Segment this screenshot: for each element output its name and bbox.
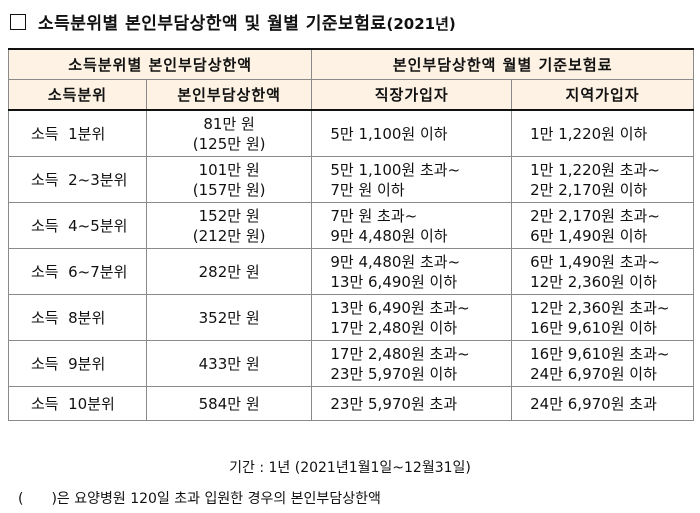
- workplace-line: 9만 4,480원 이하: [330, 226, 448, 245]
- workplace-line: 17만 2,480원 초과~: [330, 344, 470, 363]
- workplace-line: 17만 2,480원 이하: [330, 318, 458, 337]
- table-row: 소득 2~3분위 101만 원 (157만 원) 5만 1,100원 초과~ 7만 원 …: [8, 156, 694, 203]
- cap-cell: 152만 원 (212만 원): [145, 202, 313, 249]
- period-note: 기간 : 1년 (2021년1월1일~12월31일): [229, 460, 471, 476]
- title-year: (2021년): [386, 15, 456, 33]
- regional-line: 1만 1,220원 이하: [530, 124, 648, 143]
- workplace-cell: 13만 6,490원 초과~ 17만 2,480원 이하: [311, 294, 513, 341]
- table-row: 소득 10분위 584만 원 23만 5,970원 초과 24만 6,970원 초과: [8, 386, 694, 421]
- cap-cell: 81만 원 (125만 원): [145, 109, 313, 157]
- header-group-right: 본인부담상한액 월별 기준보험료: [311, 48, 694, 80]
- header-group-row: 소득분위별 본인부담상한액 본인부담상한액 월별 기준보험료: [7, 48, 694, 80]
- workplace-cell: 23만 5,970원 초과: [311, 386, 513, 421]
- cap-line: 584만 원: [198, 394, 260, 413]
- regional-line: 16만 9,610원 초과~: [530, 344, 670, 363]
- header-grade: 소득분위: [8, 79, 147, 111]
- workplace-line: 13만 6,490원 이하: [330, 272, 458, 291]
- cap-line: (212만 원): [192, 226, 266, 245]
- workplace-cell: 5만 1,100원 초과~ 7만 원 이하: [311, 156, 513, 203]
- regional-cell: 24만 6,970원 초과: [511, 386, 694, 421]
- cap-line: 152만 원: [198, 206, 260, 225]
- grade-cell: 소득 1분위: [8, 109, 147, 157]
- workplace-cell: 5만 1,100원 이하: [311, 109, 513, 157]
- page-title: 소득분위별 본인부담상한액 및 월별 기준보험료(2021년): [10, 9, 456, 34]
- regional-line: 16만 9,610원 이하: [530, 318, 657, 337]
- cap-cell: 584만 원: [145, 386, 313, 421]
- paren-open: (: [18, 491, 24, 507]
- table-row: 소득 9분위 433만 원 17만 2,480원 초과~ 23만 5,970원 이하 1…: [8, 340, 694, 387]
- regional-line: 24만 6,970원 초과: [530, 394, 657, 413]
- cap-line: 81만 원: [203, 114, 255, 133]
- workplace-cell: 7만 원 초과~ 9만 4,480원 이하: [311, 202, 513, 249]
- cap-cell: 433만 원: [145, 340, 313, 387]
- paren-text: )은 요양병원 120일 초과 입원한 경우의 본인부담상한액: [51, 491, 381, 507]
- header-cap: 본인부담상한액: [145, 79, 313, 111]
- workplace-line: 5만 1,100원 이하: [330, 124, 448, 143]
- table-row: 소득 6~7분위 282만 원 9만 4,480원 초과~ 13만 6,490원 이하…: [8, 248, 694, 295]
- cap-cell: 101만 원 (157만 원): [145, 156, 313, 203]
- table-body: 소득 1분위 81만 원 (125만 원) 5만 1,100원 이하 1만 1,220원…: [8, 109, 694, 421]
- parenthesis-note: ( )은 요양병원 120일 초과 입원한 경우의 본인부담상한액: [18, 488, 381, 508]
- regional-cell: 16만 9,610원 초과~ 24만 6,970원 이하: [511, 340, 694, 387]
- grade-cell: 소득 10분위: [8, 386, 147, 421]
- cap-line: (125만 원): [192, 134, 266, 153]
- cap-line: 101만 원: [198, 160, 260, 179]
- table-row: 소득 1분위 81만 원 (125만 원) 5만 1,100원 이하 1만 1,220원…: [8, 109, 694, 157]
- title-text: 소득분위별 본인부담상한액 및 월별 기준보험료: [38, 14, 387, 34]
- header-workplace: 직장가입자: [311, 79, 513, 111]
- regional-line: 1만 1,220원 초과~: [530, 160, 660, 179]
- copay-cap-table: 소득분위별 본인부담상한액 본인부담상한액 월별 기준보험료 소득분위 본인부담…: [7, 48, 694, 421]
- grade-cell: 소득 4~5분위: [8, 202, 147, 249]
- workplace-line: 5만 1,100원 초과~: [330, 160, 461, 179]
- grade-cell: 소득 8분위: [8, 294, 147, 341]
- header-regional: 지역가입자: [511, 79, 694, 111]
- table-row: 소득 8분위 352만 원 13만 6,490원 초과~ 17만 2,480원 이하 1…: [8, 294, 694, 341]
- regional-line: 6만 1,490원 이하: [530, 226, 648, 245]
- cap-line: (157만 원): [192, 180, 266, 199]
- regional-cell: 1만 1,220원 이하: [511, 109, 694, 157]
- workplace-line: 23만 5,970원 초과: [330, 394, 458, 413]
- cap-cell: 352만 원: [145, 294, 313, 341]
- regional-line: 12만 2,360원 이하: [530, 272, 657, 291]
- regional-cell: 1만 1,220원 초과~ 2만 2,170원 이하: [511, 156, 694, 203]
- workplace-cell: 9만 4,480원 초과~ 13만 6,490원 이하: [311, 248, 513, 295]
- cap-line: 282만 원: [198, 262, 260, 281]
- grade-cell: 소득 2~3분위: [8, 156, 147, 203]
- regional-line: 12만 2,360원 초과~: [530, 298, 670, 317]
- table-row: 소득 4~5분위 152만 원 (212만 원) 7만 원 초과~ 9만 4,480원 …: [8, 202, 694, 249]
- regional-cell: 12만 2,360원 초과~ 16만 9,610원 이하: [511, 294, 694, 341]
- regional-line: 2만 2,170원 초과~: [530, 206, 660, 225]
- workplace-line: 9만 4,480원 초과~: [330, 252, 461, 271]
- workplace-line: 23만 5,970원 이하: [330, 364, 458, 383]
- workplace-line: 7만 원 초과~: [330, 206, 418, 225]
- regional-line: 2만 2,170원 이하: [530, 180, 648, 199]
- cap-line: 433만 원: [198, 354, 260, 373]
- regional-line: 24만 6,970원 이하: [530, 364, 657, 383]
- grade-cell: 소득 6~7분위: [8, 248, 147, 295]
- regional-cell: 2만 2,170원 초과~ 6만 1,490원 이하: [511, 202, 694, 249]
- checkbox-square-icon: [10, 14, 26, 30]
- regional-cell: 6만 1,490원 초과~ 12만 2,360원 이하: [511, 248, 694, 295]
- header-group-left: 소득분위별 본인부담상한액: [7, 48, 313, 80]
- workplace-cell: 17만 2,480원 초과~ 23만 5,970원 이하: [311, 340, 513, 387]
- grade-cell: 소득 9분위: [8, 340, 147, 387]
- cap-cell: 282만 원: [145, 248, 313, 295]
- cap-line: 352만 원: [198, 308, 260, 327]
- regional-line: 6만 1,490원 초과~: [530, 252, 660, 271]
- header-column-row: 소득분위 본인부담상한액 직장가입자 지역가입자: [8, 79, 694, 111]
- workplace-line: 7만 원 이하: [330, 180, 405, 199]
- workplace-line: 13만 6,490원 초과~: [330, 298, 470, 317]
